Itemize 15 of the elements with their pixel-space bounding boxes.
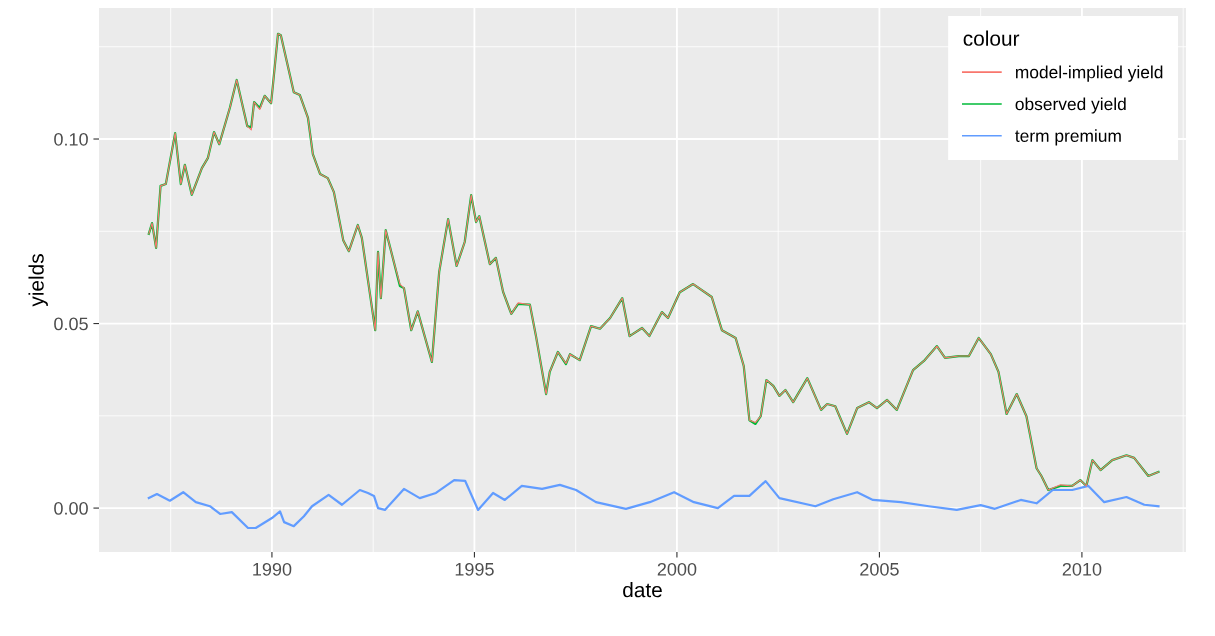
legend-title: colour	[963, 30, 1020, 46]
x-tick-label: 1995	[455, 562, 494, 576]
y-tick-label: 0.10	[54, 132, 88, 146]
y-tick-label: 0.00	[54, 502, 88, 515]
legend-label: term premium	[1015, 129, 1121, 146]
x-tick-label: 2005	[860, 562, 899, 576]
legend-label: observed yield	[1015, 97, 1126, 114]
x-tick-label: 2010	[1062, 562, 1102, 576]
x-axis-title: date	[623, 582, 662, 598]
legend-label: model-implied yield	[1016, 65, 1163, 82]
line-series	[147, 478, 1160, 530]
x-tick-label: 2000	[657, 562, 697, 576]
y-axis-title: yields	[28, 254, 48, 307]
y-tick-label: 0.05	[54, 317, 88, 331]
x-tick-label: 1990	[253, 562, 292, 576]
